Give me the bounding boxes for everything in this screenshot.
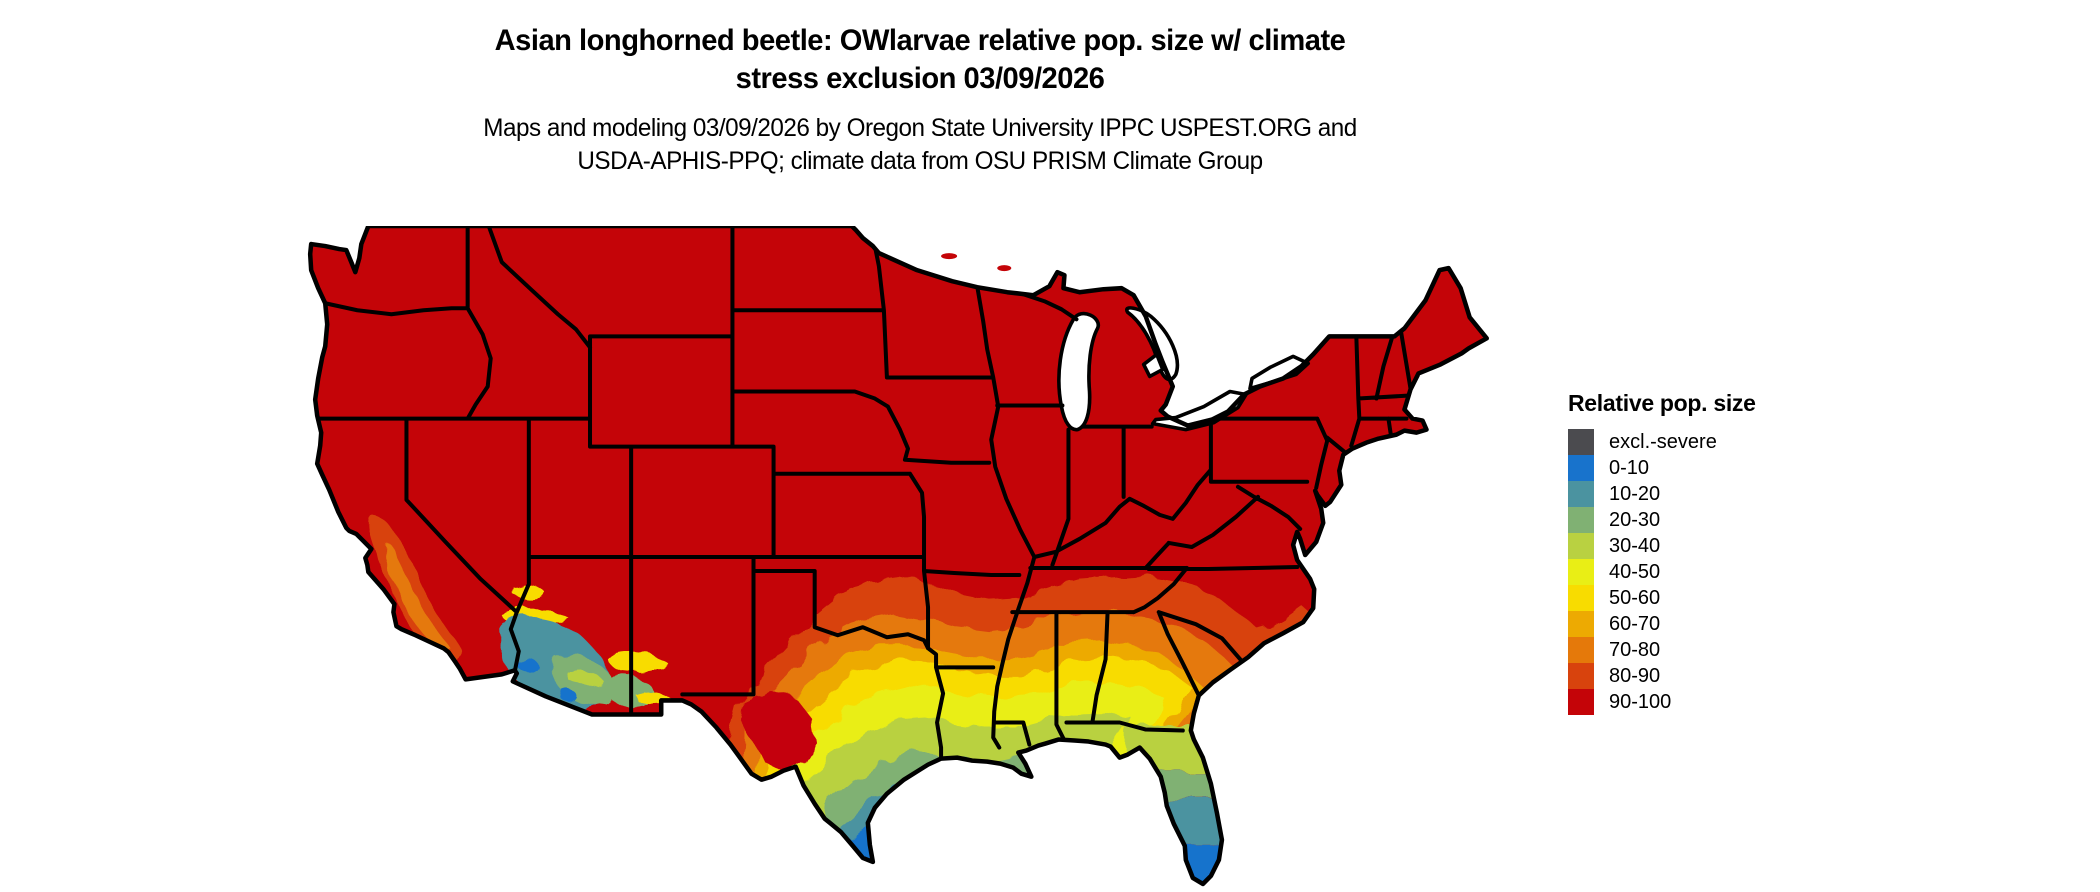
nevada-tip-yellow-patch [513, 584, 546, 599]
legend-items: excl.-severe 0-10 10-20 20-30 30-40 40-50 50-6… [1568, 429, 1756, 715]
legend-swatch [1568, 455, 1594, 481]
florida-band-10-20 [1125, 799, 1251, 846]
legend-row: 80-90 [1568, 663, 1756, 689]
sw-blue-spot-1 [517, 658, 538, 673]
subtitle-line-1: Maps and modeling 03/09/2026 by Oregon S… [483, 114, 1357, 142]
florida-band-20-30 [1125, 772, 1251, 800]
legend-row: 40-50 [1568, 559, 1756, 585]
legend-swatch [1568, 637, 1594, 663]
legend-row: 0-10 [1568, 455, 1756, 481]
california-valley-inner-patch [384, 542, 450, 649]
legend-swatch [1568, 507, 1594, 533]
state-borders [313, 226, 1413, 761]
mogollon-yellow-arc [606, 651, 669, 673]
legend-swatch [1568, 689, 1594, 715]
legend-label: 30-40 [1609, 534, 1661, 557]
legend-label: 90-100 [1609, 690, 1672, 713]
title-line-1: Asian longhorned beetle: OWlarvae relati… [494, 24, 1346, 57]
legend-row: 50-60 [1568, 585, 1756, 611]
legend-swatch [1568, 611, 1594, 637]
legend-label: 0-10 [1609, 456, 1650, 479]
legend-row: 90-100 [1568, 689, 1756, 715]
legend-label: excl.-severe [1609, 430, 1717, 453]
legend-label: 50-60 [1609, 586, 1661, 609]
sw-blue-spot-2 [559, 689, 576, 702]
legend-swatch [1568, 481, 1594, 507]
subtitle-line-2: USDA-APHIS-PPQ; climate data from OSU PR… [577, 147, 1263, 175]
saginaw-bay [1141, 352, 1165, 379]
isle-royale-islands [941, 253, 1012, 272]
legend-swatch [1568, 559, 1594, 585]
legend-swatch [1568, 663, 1594, 689]
legend-swatch [1568, 585, 1594, 611]
legend-title: Relative pop. size [1568, 390, 1756, 416]
sw-desert-yellowgreen-patch [567, 670, 603, 685]
legend-swatch [1568, 533, 1594, 559]
legend-row: 60-70 [1568, 611, 1756, 637]
header: Asian longhorned beetle: OWlarvae relati… [328, 22, 1511, 178]
map-svg [303, 226, 1531, 888]
legend-label: 60-70 [1609, 612, 1661, 635]
title-line-2: stress exclusion 03/09/2026 [735, 62, 1105, 95]
lake-michigan [1057, 311, 1101, 432]
legend-label: 10-20 [1609, 482, 1661, 505]
legend-swatch [1568, 429, 1594, 455]
legend: Relative pop. size excl.-severe 0-10 10-20… [1568, 390, 1756, 715]
legend-label: 70-80 [1609, 638, 1661, 661]
legend-row: 30-40 [1568, 533, 1756, 559]
legend-row: 70-80 [1568, 637, 1756, 663]
map-title: Asian longhorned beetle: OWlarvae relati… [328, 22, 1511, 98]
legend-label: 20-30 [1609, 508, 1661, 531]
us-choropleth-map [303, 226, 1531, 888]
legend-row: excl.-severe [1568, 429, 1756, 455]
big-bend-red-pocket [740, 689, 817, 772]
legend-label: 80-90 [1609, 664, 1661, 687]
legend-row: 20-30 [1568, 507, 1756, 533]
map-subtitle: Maps and modeling 03/09/2026 by Oregon S… [328, 112, 1511, 178]
legend-row: 10-20 [1568, 481, 1756, 507]
legend-label: 40-50 [1609, 560, 1661, 583]
